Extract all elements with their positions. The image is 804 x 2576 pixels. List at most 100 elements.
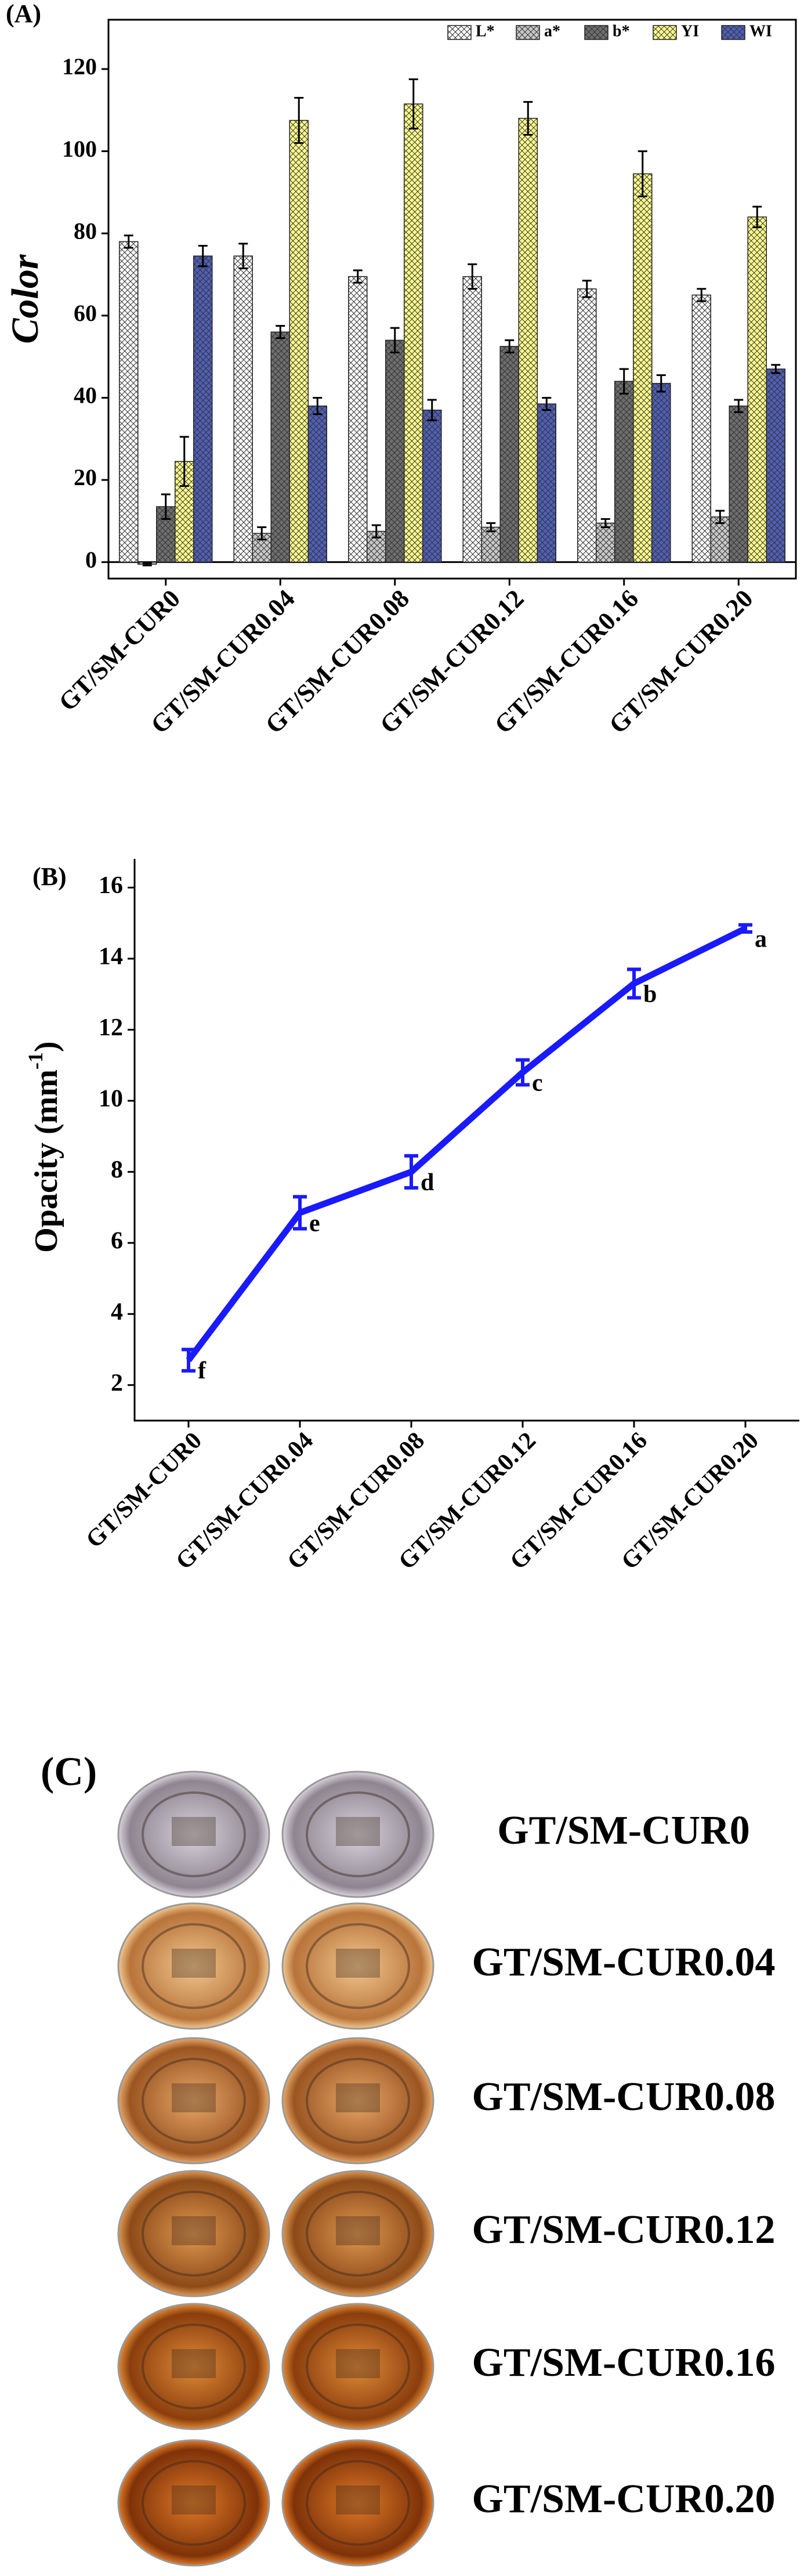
bar [385, 339, 405, 563]
y-tick-label: 2 [111, 1370, 123, 1396]
y-tick-label: 4 [111, 1299, 123, 1325]
sample-label: GT/SM-CUR0.16 [472, 2340, 775, 2385]
bar [577, 288, 597, 563]
bar [691, 294, 711, 563]
y-tick-label: 14 [99, 944, 123, 970]
film-photo [117, 2439, 270, 2567]
y-tick-label: 60 [74, 300, 97, 326]
film-photo [281, 1902, 434, 2030]
error-bar [276, 325, 285, 339]
film-photo [117, 2037, 270, 2165]
legend-label: YI [681, 22, 699, 40]
error-bar [142, 562, 152, 566]
film-emblem [306, 2460, 410, 2546]
film-emblem [142, 2058, 246, 2144]
error-bar [182, 1347, 195, 1373]
error-bar [734, 399, 744, 413]
legend-swatch [516, 25, 540, 40]
error-bar [161, 493, 171, 520]
bar [633, 173, 653, 563]
error-bar [408, 78, 418, 130]
bar [193, 255, 213, 563]
film-emblem [142, 2191, 246, 2277]
x-tick-label: GT/SM-CUR0 [81, 1427, 207, 1553]
error-bar [516, 1058, 530, 1087]
film-photo [117, 1902, 270, 2030]
error-bar [468, 263, 477, 290]
bar [307, 405, 327, 563]
error-bar [656, 374, 666, 393]
y-tick-label: 10 [99, 1086, 123, 1112]
error-bar [627, 967, 641, 1000]
sample-label: GT/SM-CUR0.12 [472, 2208, 775, 2252]
error-bar [238, 243, 248, 269]
bar [537, 403, 556, 563]
film-building [172, 2083, 216, 2112]
error-bar [582, 280, 592, 298]
film-photo [117, 2303, 270, 2430]
bar [233, 255, 253, 563]
error-bar [600, 518, 610, 528]
film-building [336, 2216, 380, 2245]
sample-label: GT/SM-CUR0 [497, 1808, 750, 1853]
error-bar [505, 339, 515, 354]
legend-swatch [721, 25, 745, 40]
y-title-text: Opacity (mm [28, 1070, 64, 1253]
y-tick-label: 0 [85, 547, 97, 573]
legend-label: WI [749, 22, 772, 40]
axes [133, 859, 799, 1422]
film-emblem [142, 1791, 246, 1877]
error-bar [179, 436, 189, 487]
bar [481, 526, 501, 563]
error-bar [257, 526, 267, 541]
y-title-sup: -1 [24, 1052, 47, 1070]
error-bar [404, 1154, 418, 1190]
legend-swatch [447, 25, 472, 40]
point-label: a [755, 926, 767, 953]
point-label: b [643, 981, 657, 1007]
film-photo [281, 2303, 434, 2430]
film-building [336, 2349, 380, 2378]
legend-label: a* [544, 22, 560, 40]
bar [729, 405, 748, 563]
error-bar [486, 522, 496, 533]
panel-label: (A) [6, 0, 41, 28]
point-label: d [421, 1169, 434, 1196]
point-label: f [198, 1358, 207, 1385]
panel-label: (C) [41, 1750, 97, 1794]
sample-label: GT/SM-CUR0.08 [472, 2075, 775, 2119]
y-tick-label: 6 [111, 1227, 123, 1254]
film-building [172, 1949, 216, 1978]
legend-label: b* [613, 22, 630, 40]
error-bar [293, 1195, 307, 1231]
film-building [336, 2485, 380, 2514]
film-photo [281, 1771, 434, 1898]
film-photo [281, 2170, 434, 2297]
error-bar [715, 510, 725, 524]
y-tick-label: 8 [111, 1157, 123, 1183]
point-label: c [532, 1070, 543, 1097]
film-emblem [306, 2058, 410, 2144]
error-bar [371, 524, 381, 539]
bar [119, 241, 139, 563]
film-emblem [306, 1923, 410, 2009]
error-bar [427, 399, 437, 421]
y-title-suffix: ) [28, 1041, 64, 1052]
film-building [172, 1817, 216, 1846]
film-building [172, 2349, 216, 2378]
y-tick-label: 100 [62, 136, 97, 162]
y-tick-label: 120 [62, 53, 97, 80]
film-photo [117, 2170, 270, 2297]
film-emblem [306, 2191, 410, 2277]
error-bar [390, 327, 400, 354]
error-bar [697, 288, 707, 302]
bar [422, 409, 442, 563]
error-bar [771, 364, 781, 374]
error-bar [353, 269, 363, 284]
bar [462, 276, 482, 563]
film-photo [281, 2439, 434, 2567]
bar [518, 118, 538, 563]
line [186, 925, 747, 1363]
